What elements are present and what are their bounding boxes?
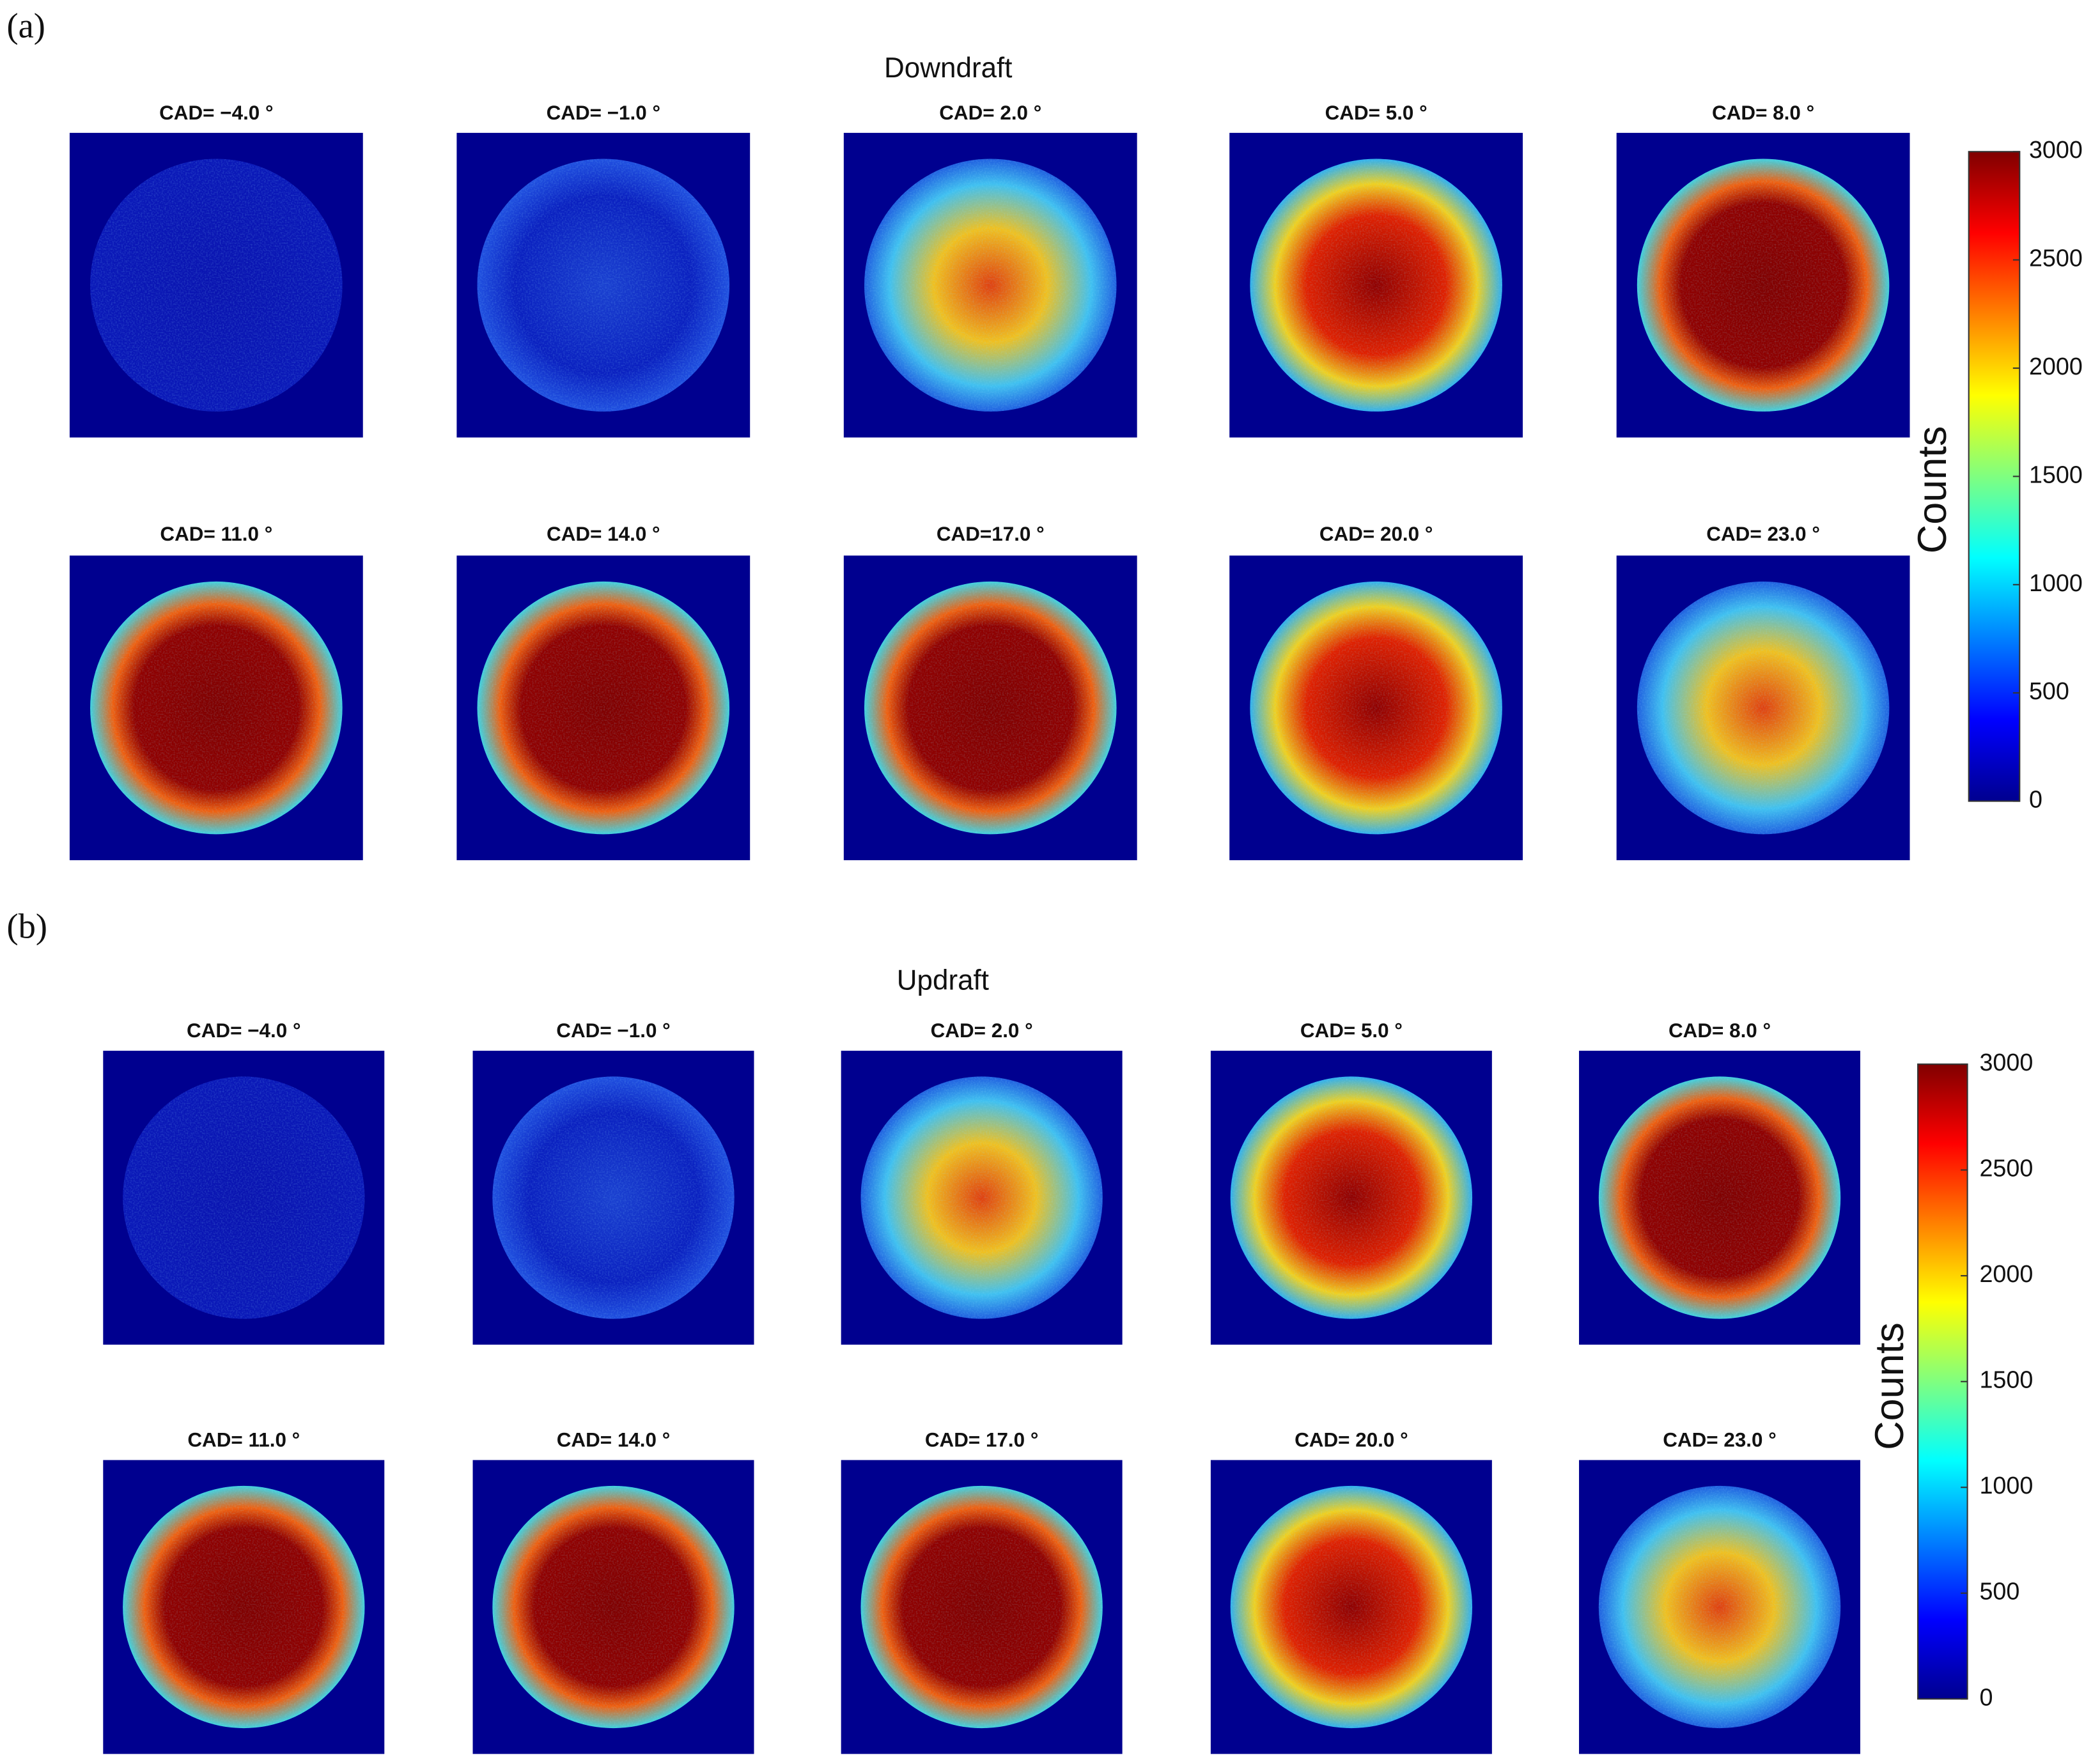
colorbar-tick-label: 2500 <box>1979 1155 2033 1182</box>
figure-title: Downdraft <box>884 52 1012 84</box>
panel-label: (b) <box>6 907 47 946</box>
colorbar-tick-label: 2500 <box>2029 245 2083 272</box>
image-noise <box>90 158 343 412</box>
colorbar-tick-label: 1500 <box>2029 461 2083 488</box>
image-noise <box>1598 1485 1841 1729</box>
subplot-title: CAD= 8.0 ° <box>1712 102 1814 124</box>
image-noise <box>477 581 730 835</box>
image-noise <box>1230 1076 1473 1319</box>
subplot-title: CAD= 17.0 ° <box>925 1428 1039 1451</box>
colorbar-tick-label: 2000 <box>1979 1260 2033 1287</box>
subplot-title: CAD= −1.0 ° <box>556 1019 670 1042</box>
colorbar-tick-label: 1000 <box>1979 1472 2033 1499</box>
subplot-title: CAD= 2.0 ° <box>939 102 1041 124</box>
image-noise <box>1250 158 1502 412</box>
colorbar <box>1917 1063 1968 1700</box>
subplot-title: CAD= 20.0 ° <box>1295 1428 1408 1451</box>
subplot-title: CAD= 11.0 ° <box>187 1428 300 1451</box>
image-noise <box>1250 581 1502 835</box>
subplot-title: CAD= −1.0 ° <box>547 102 660 124</box>
subplot-title: CAD= 5.0 ° <box>1325 102 1427 124</box>
colorbar-tick-label: 500 <box>2029 677 2069 704</box>
image-noise <box>1230 1485 1473 1729</box>
colorbar-label: Counts <box>1867 1322 1912 1450</box>
image-noise <box>123 1485 365 1729</box>
subplot-title: CAD= −4.0 ° <box>159 102 273 124</box>
image-noise <box>123 1076 365 1319</box>
colorbar-tick-label: 3000 <box>2029 136 2083 163</box>
figure-title: Updraft <box>897 965 989 996</box>
subplot-title: CAD=17.0 ° <box>937 523 1045 545</box>
subplot-title: CAD= 5.0 ° <box>1300 1019 1403 1042</box>
image-noise <box>864 158 1117 412</box>
colorbar <box>1968 151 2021 802</box>
image-noise <box>90 581 343 835</box>
image-noise <box>492 1485 735 1729</box>
colorbar-tick-label: 500 <box>1979 1578 2019 1605</box>
subplot-title: CAD= 14.0 ° <box>557 1428 671 1451</box>
colorbar-tick-label: 0 <box>2029 786 2042 813</box>
colorbar-tick-label: 2000 <box>2029 353 2083 380</box>
image-noise <box>1637 158 1890 412</box>
image-noise <box>492 1076 735 1319</box>
image-noise <box>860 1076 1103 1319</box>
subplot-title: CAD= 8.0 ° <box>1668 1019 1771 1042</box>
image-noise <box>864 581 1117 835</box>
image-noise <box>1637 581 1890 835</box>
subplot-title: CAD= 14.0 ° <box>547 523 660 545</box>
colorbar-tick-label: 1000 <box>2029 569 2083 596</box>
subplot-title: CAD= 23.0 ° <box>1706 523 1820 545</box>
colorbar-tick-label: 1500 <box>1979 1366 2033 1393</box>
subplot-title: CAD= 2.0 ° <box>931 1019 1033 1042</box>
image-noise <box>477 158 730 412</box>
colorbar-tick-label: 3000 <box>1979 1049 2033 1076</box>
subplot-title: CAD= 11.0 ° <box>160 523 272 545</box>
colorbar-tick-label: 0 <box>1979 1683 1993 1710</box>
colorbar-label: Counts <box>1910 426 1955 554</box>
subplot-title: CAD= 20.0 ° <box>1319 523 1433 545</box>
panel-label: (a) <box>6 6 45 45</box>
subplot-title: CAD= −4.0 ° <box>187 1019 300 1042</box>
subplot-title: CAD= 23.0 ° <box>1663 1428 1777 1451</box>
image-noise <box>860 1485 1103 1729</box>
image-noise <box>1598 1076 1841 1319</box>
